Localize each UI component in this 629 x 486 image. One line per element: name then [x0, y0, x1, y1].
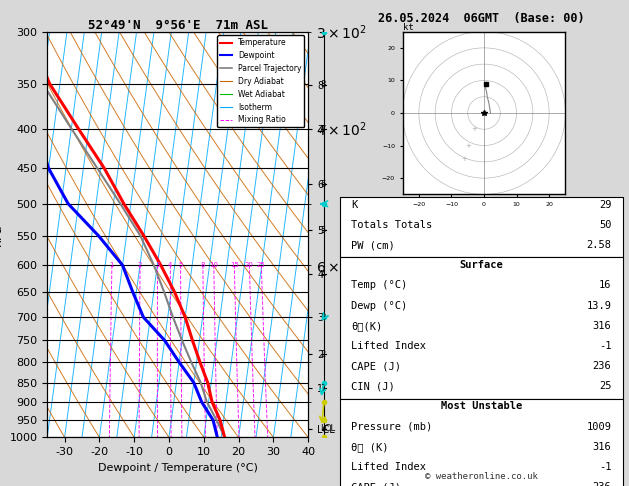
Text: 316: 316 [593, 321, 611, 331]
Y-axis label: km
ASL: km ASL [385, 224, 403, 245]
Text: 16: 16 [599, 280, 611, 291]
Text: θᴄ(K): θᴄ(K) [351, 321, 382, 331]
Text: © weatheronline.co.uk: © weatheronline.co.uk [425, 472, 538, 481]
Legend: Temperature, Dewpoint, Parcel Trajectory, Dry Adiabat, Wet Adiabat, Isotherm, Mi: Temperature, Dewpoint, Parcel Trajectory… [217, 35, 304, 127]
Text: Lifted Index: Lifted Index [351, 341, 426, 351]
Text: θᴄ (K): θᴄ (K) [351, 442, 389, 452]
Text: Temp (°C): Temp (°C) [351, 280, 407, 291]
Text: 2.58: 2.58 [586, 240, 611, 250]
Text: Pressure (mb): Pressure (mb) [351, 422, 432, 432]
Text: 2: 2 [320, 349, 325, 359]
Text: -1: -1 [599, 462, 611, 472]
Text: 2: 2 [138, 262, 142, 268]
Text: +: + [462, 156, 467, 161]
Text: Lifted Index: Lifted Index [351, 462, 426, 472]
Text: K: K [351, 200, 357, 210]
Text: 7: 7 [320, 125, 326, 134]
Y-axis label: hPa: hPa [0, 223, 4, 246]
Text: 25: 25 [257, 262, 265, 268]
Text: 3: 3 [155, 262, 160, 268]
Text: 25: 25 [599, 381, 611, 391]
Text: 1: 1 [320, 383, 325, 393]
Text: 10: 10 [209, 262, 218, 268]
Text: 13.9: 13.9 [586, 300, 611, 311]
Bar [340, 399, 623, 486]
Text: 236: 236 [593, 361, 611, 371]
Text: 6: 6 [320, 180, 326, 189]
Text: 3: 3 [320, 312, 326, 322]
Text: LCL: LCL [320, 424, 335, 434]
Text: Totals Totals: Totals Totals [351, 220, 432, 230]
Text: kt: kt [403, 22, 413, 32]
Text: 316: 316 [593, 442, 611, 452]
Text: 5: 5 [179, 262, 183, 268]
Text: Most Unstable: Most Unstable [440, 401, 522, 412]
Text: 8: 8 [320, 80, 326, 89]
Text: 5: 5 [320, 226, 325, 235]
Text: 1: 1 [109, 262, 114, 268]
Text: +: + [465, 142, 470, 149]
Bar [340, 258, 623, 399]
X-axis label: Dewpoint / Temperature (°C): Dewpoint / Temperature (°C) [97, 463, 258, 473]
Text: 236: 236 [593, 482, 611, 486]
Text: Dewp (°C): Dewp (°C) [351, 300, 407, 311]
Text: 8: 8 [201, 262, 205, 268]
Text: 26.05.2024  06GMT  (Base: 00): 26.05.2024 06GMT (Base: 00) [378, 12, 584, 25]
Text: CAPE (J): CAPE (J) [351, 482, 401, 486]
Text: CIN (J): CIN (J) [351, 381, 395, 391]
Text: +: + [471, 126, 477, 132]
Text: CAPE (J): CAPE (J) [351, 361, 401, 371]
Text: PW (cm): PW (cm) [351, 240, 395, 250]
Text: 15: 15 [230, 262, 239, 268]
Text: 4: 4 [320, 270, 325, 278]
Text: 20: 20 [245, 262, 254, 268]
Text: 4: 4 [168, 262, 172, 268]
Bar [340, 197, 623, 258]
Text: 1009: 1009 [586, 422, 611, 432]
Text: 50: 50 [599, 220, 611, 230]
Text: -1: -1 [599, 341, 611, 351]
Title: 52°49'N  9°56'E  71m ASL: 52°49'N 9°56'E 71m ASL [87, 18, 268, 32]
Text: 29: 29 [599, 200, 611, 210]
Text: Surface: Surface [459, 260, 503, 270]
